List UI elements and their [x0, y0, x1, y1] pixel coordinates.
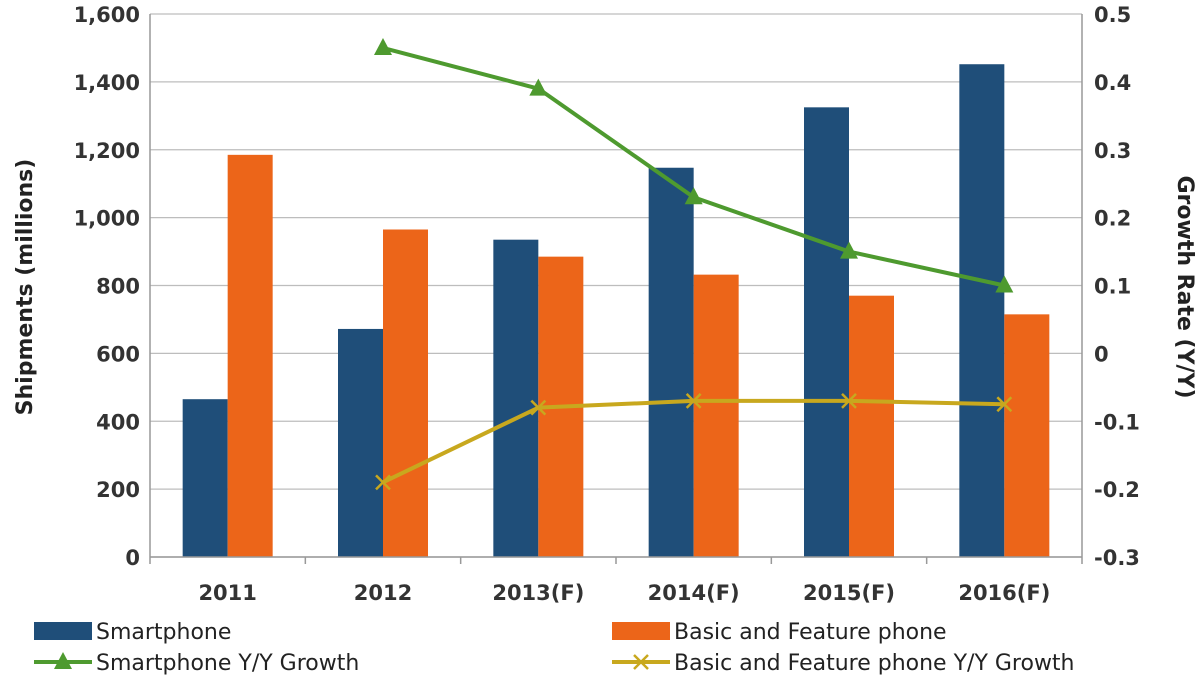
legend-marker — [633, 654, 649, 670]
y-tick-label: 0 — [125, 546, 140, 570]
legend-basic-feature-growth: Basic and Feature phone Y/Y Growth — [612, 651, 1075, 676]
legend-smartphone-growth: Smartphone Y/Y Growth — [34, 651, 359, 676]
y2-tick-label: 0.4 — [1094, 71, 1131, 95]
legend-label: Basic and Feature phone Y/Y Growth — [674, 651, 1075, 676]
y-tick-label: 1,200 — [74, 139, 140, 163]
growth-lines — [374, 37, 1014, 491]
y2-tick-label: 0.2 — [1094, 207, 1131, 231]
y2-tick-label: 0.1 — [1094, 275, 1131, 299]
x-tick-label: 2016(F) — [958, 581, 1050, 605]
bar-basic-feature-phone — [693, 274, 739, 557]
y2-tick-label: -0.2 — [1094, 478, 1140, 502]
y-axis-title: Shipments (millions) — [13, 159, 38, 416]
x-tick-label: 2014(F) — [648, 581, 740, 605]
y2-axis-title: Growth Rate (Y/Y) — [1172, 175, 1197, 398]
gridlines — [150, 13, 1082, 558]
point-basic-feature-growth — [375, 474, 391, 491]
point-smartphone-growth — [684, 187, 703, 205]
x-tick-label: 2013(F) — [492, 581, 584, 605]
bar-smartphone — [959, 64, 1005, 557]
y-tick-label: 1,400 — [74, 71, 140, 95]
y2-tick-labels: -0.3 -0.2 -0.1 0 0.1 0.2 0.3 0.4 0.5 — [1094, 3, 1140, 570]
legend-swatch — [34, 622, 92, 640]
y2-tick-label: 0 — [1094, 342, 1109, 366]
legend-marker — [54, 652, 72, 669]
y-tick-label: 600 — [96, 342, 140, 366]
y-tick-label: 1,000 — [74, 207, 140, 231]
bar-smartphone — [493, 239, 539, 557]
y-tick-label: 1,600 — [74, 3, 140, 27]
legend-basic-feature-phone: Basic and Feature phone — [612, 620, 947, 645]
point-smartphone-growth — [529, 78, 548, 96]
x-tick-label: 2012 — [354, 581, 412, 605]
legend-label: Basic and Feature phone — [674, 620, 947, 645]
bar-basic-feature-phone — [227, 154, 273, 557]
bars — [182, 64, 1050, 558]
bar-smartphone — [804, 107, 849, 557]
x-tick-label: 2015(F) — [803, 581, 895, 605]
bar-basic-feature-phone — [849, 295, 894, 557]
axes — [149, 14, 1083, 564]
y2-tick-label: 0.3 — [1094, 139, 1131, 163]
bar-basic-feature-phone — [1004, 314, 1050, 557]
legend-label: Smartphone Y/Y Growth — [96, 651, 359, 676]
bar-smartphone — [648, 167, 694, 557]
legend: Smartphone Basic and Feature phone Smartph… — [34, 620, 1075, 676]
point-smartphone-growth — [840, 241, 858, 259]
legend-smartphone: Smartphone — [34, 620, 231, 645]
point-basic-feature-growth — [685, 393, 702, 409]
y2-tick-label: -0.1 — [1094, 410, 1140, 434]
point-basic-feature-growth — [530, 399, 547, 416]
point-basic-feature-growth — [996, 396, 1013, 413]
bar-smartphone — [338, 328, 383, 557]
point-smartphone-growth — [995, 275, 1014, 293]
legend-label: Smartphone — [96, 620, 231, 645]
x-tick-label: 2011 — [198, 581, 256, 605]
y-tick-labels: 0 200 400 600 800 1,000 1,200 1,400 1,600 — [74, 3, 140, 570]
point-smartphone-growth — [374, 37, 392, 55]
legend-swatch — [612, 622, 670, 640]
y-tick-label: 200 — [96, 478, 140, 502]
y2-tick-label: -0.3 — [1094, 546, 1140, 570]
point-basic-feature-growth — [841, 393, 857, 409]
x-tick-labels: 2011 2012 2013(F) 2014(F) 2015(F) 2016(F) — [198, 581, 1050, 605]
y2-tick-label: 0.5 — [1094, 3, 1131, 27]
bar-basic-feature-phone — [383, 229, 428, 558]
y-tick-label: 800 — [96, 275, 140, 299]
bar-smartphone — [182, 399, 228, 557]
y-tick-label: 400 — [96, 410, 140, 434]
